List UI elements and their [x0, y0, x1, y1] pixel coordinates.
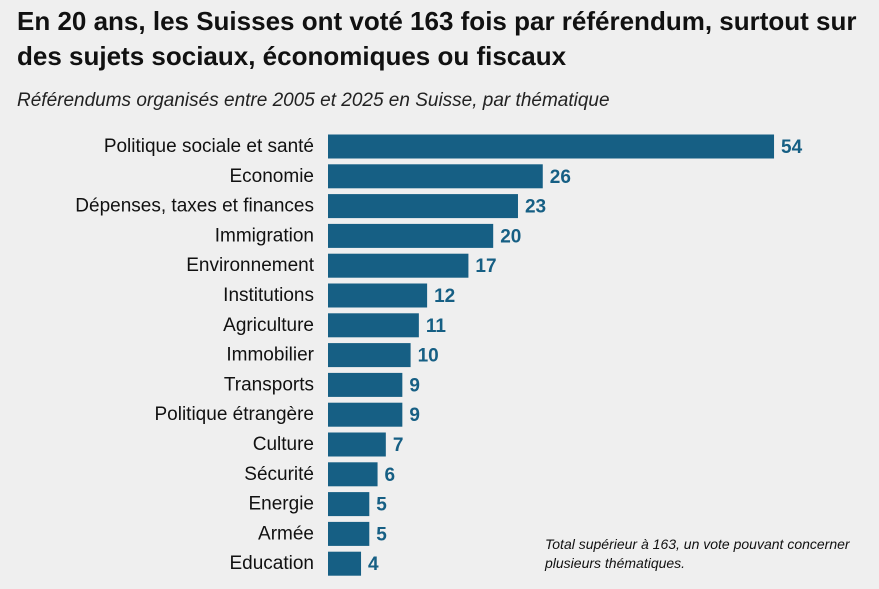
bar [328, 432, 386, 457]
category-label: Politique étrangère [155, 404, 315, 425]
category-label: Institutions [223, 285, 314, 306]
value-label: 5 [376, 495, 387, 516]
value-label: 10 [418, 346, 439, 367]
category-label: Sécurité [244, 464, 314, 485]
value-label: 6 [385, 465, 396, 486]
category-label: Dépenses, taxes et finances [75, 196, 314, 217]
value-label: 12 [434, 286, 455, 307]
category-label: Immobilier [226, 345, 314, 366]
bar [328, 253, 469, 278]
category-label: Economie [230, 166, 315, 187]
bar [328, 134, 775, 159]
value-label: 9 [409, 405, 420, 426]
category-label: Agriculture [223, 315, 314, 336]
value-label: 20 [500, 226, 521, 247]
value-label: 17 [475, 256, 496, 277]
value-label: 9 [409, 375, 420, 396]
category-label: Armée [258, 523, 314, 544]
bar [328, 283, 428, 308]
bar [328, 492, 370, 517]
bar [328, 462, 378, 487]
bar [328, 521, 370, 546]
bar [328, 372, 403, 397]
category-label: Education [229, 553, 314, 574]
value-label: 11 [426, 316, 447, 337]
value-label: 26 [550, 167, 571, 188]
bar [328, 223, 494, 248]
bar [328, 343, 411, 368]
value-label: 5 [376, 524, 387, 545]
chart-title: En 20 ans, les Suisses ont voté 163 fois… [17, 6, 857, 71]
chart-annotation: Total supérieur à 163, un vote pouvant c… [545, 536, 850, 571]
bar [328, 551, 362, 576]
bar [328, 194, 518, 219]
value-label: 4 [368, 554, 379, 575]
bar [328, 402, 403, 427]
category-label: Politique sociale et santé [104, 136, 314, 157]
category-label: Transports [224, 374, 314, 395]
bar [328, 313, 419, 338]
value-label: 7 [393, 435, 404, 456]
category-label: Culture [253, 434, 314, 455]
bar [328, 164, 543, 189]
category-label: Environnement [186, 255, 315, 276]
category-label: Immigration [215, 225, 314, 246]
chart-subtitle: Référendums organisés entre 2005 et 2025… [17, 90, 610, 111]
value-label: 23 [525, 197, 546, 218]
value-label: 54 [781, 137, 803, 158]
category-label: Energie [249, 494, 315, 515]
